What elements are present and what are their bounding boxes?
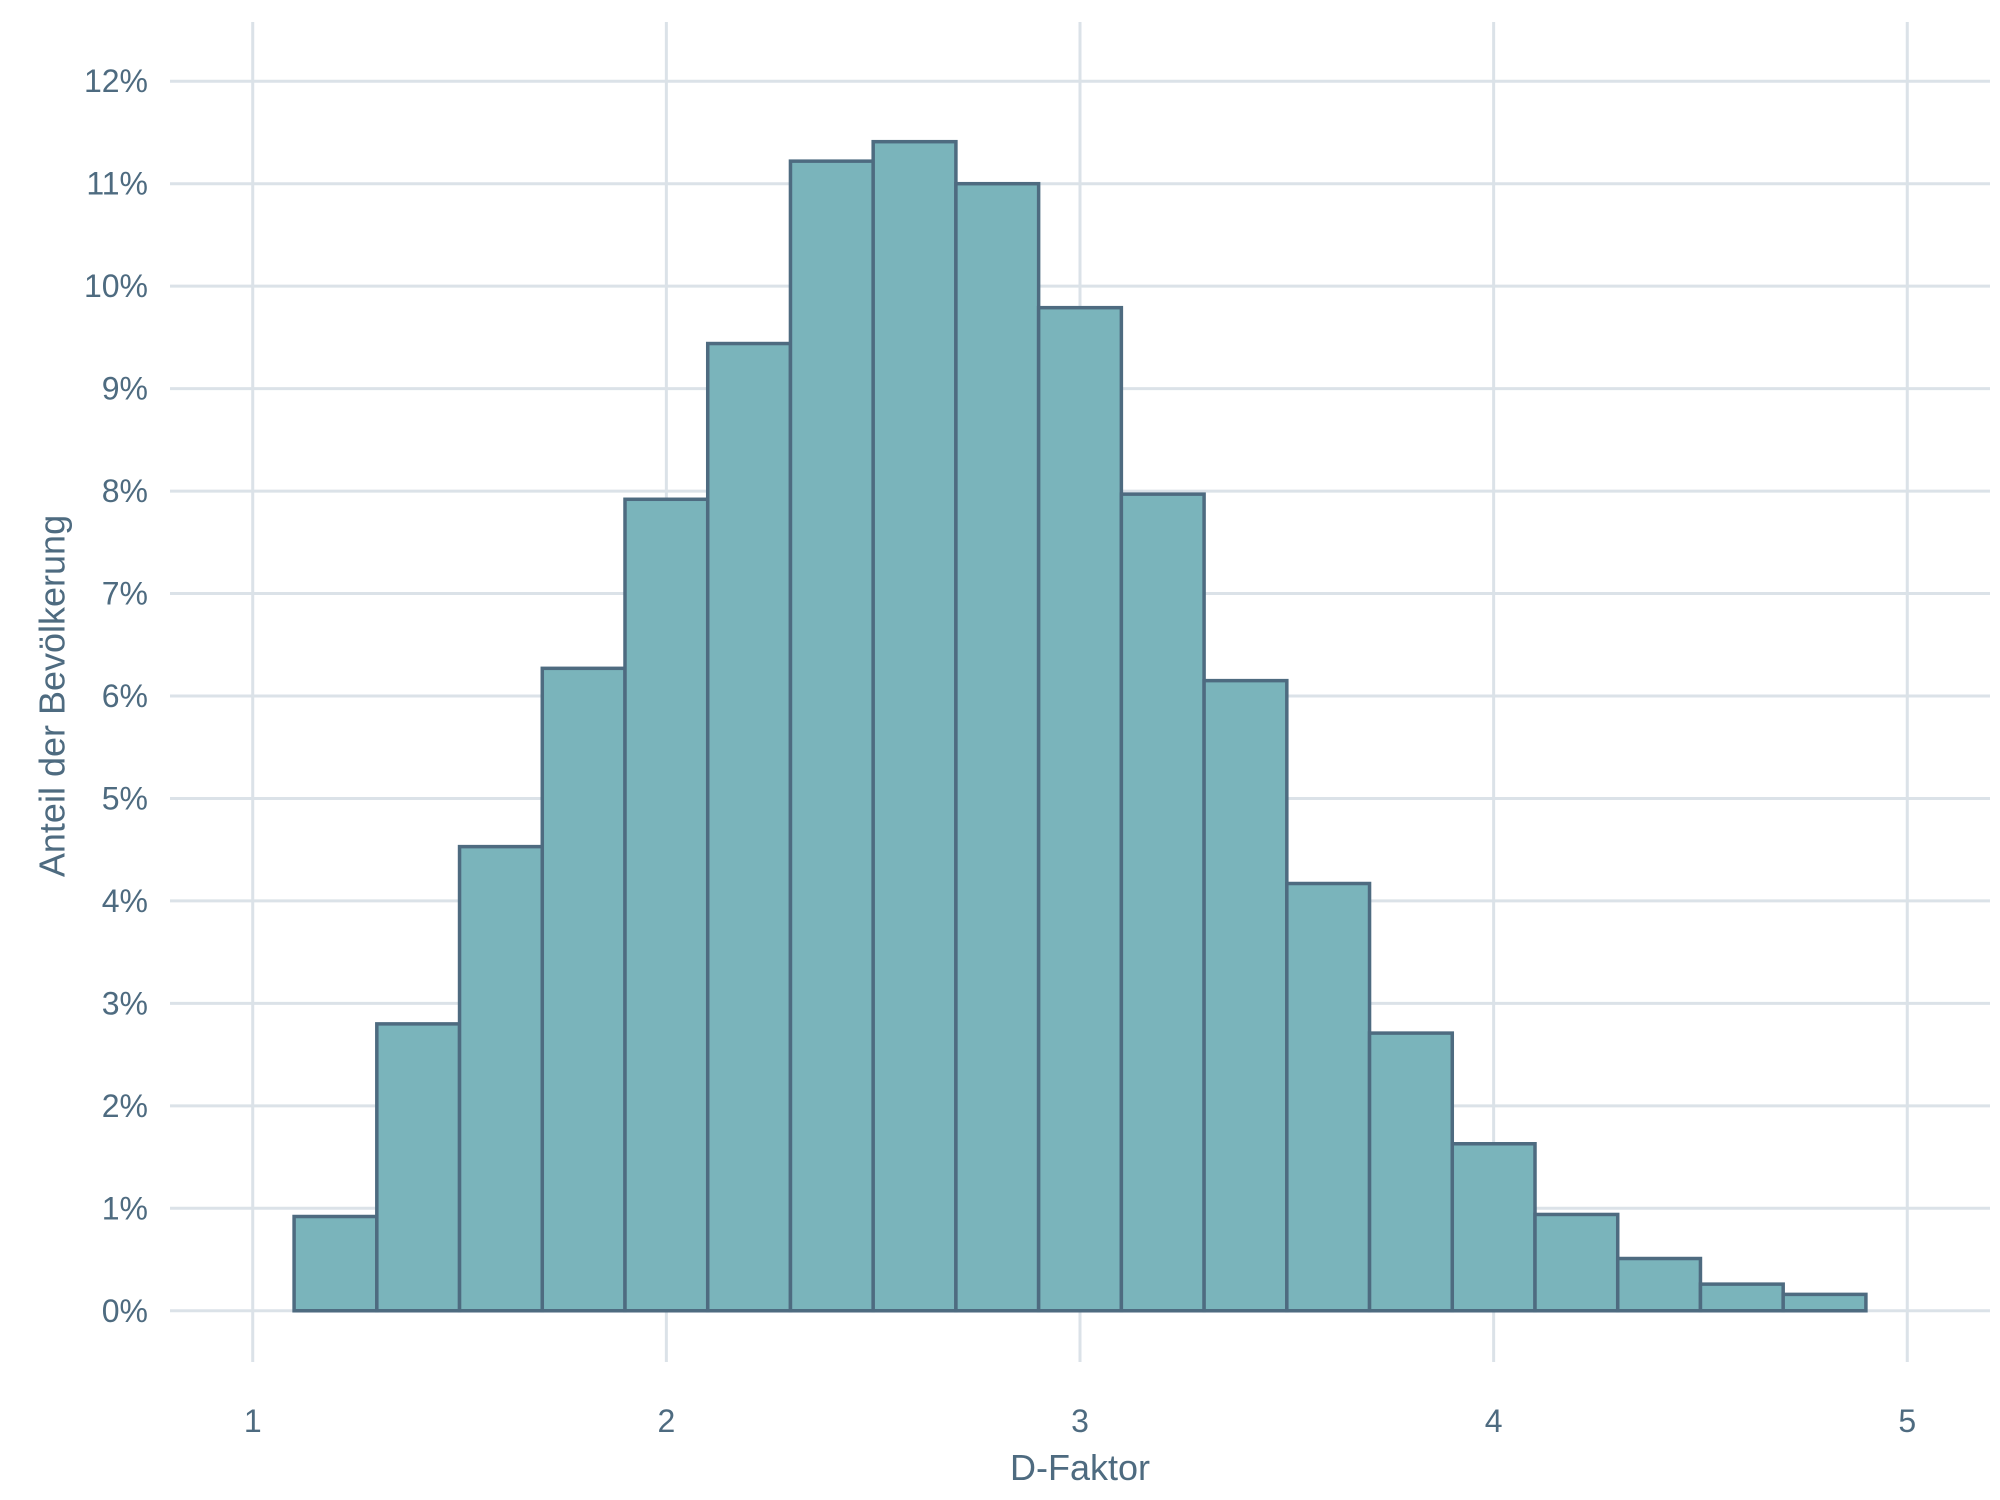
y-tick-label: 5% [102,780,148,816]
histogram-bar [1036,305,1124,1313]
y-tick-label: 8% [102,473,148,509]
x-tick-label: 4 [1485,1403,1503,1439]
histogram-bar [1533,1212,1620,1313]
histogram-bar [1285,881,1372,1313]
histogram-bar [292,1214,379,1313]
histogram-bars [292,139,1868,1313]
histogram-bar [623,497,710,1313]
x-tick-label: 1 [244,1403,262,1439]
histogram-bar [705,341,793,1313]
y-tick-label: 9% [102,371,148,407]
y-tick-label: 4% [102,883,148,919]
y-tick-label: 1% [102,1190,148,1226]
y-tick-label: 11% [86,166,148,202]
x-axis-tick-labels: 1 2 3 4 5 [244,1403,1916,1439]
y-tick-label: 6% [102,678,148,714]
y-tick-label: 0% [102,1293,148,1329]
x-tick-label: 5 [1898,1403,1916,1439]
y-tick-label: 12% [84,63,148,99]
histogram-bar [375,1022,462,1313]
y-axis-title: Anteil der Bevölkerung [32,515,73,877]
y-tick-label: 7% [102,576,148,612]
histogram-bar [1202,678,1289,1313]
y-tick-label: 10% [84,268,148,304]
histogram-bar [1698,1282,1785,1313]
histogram-bar [1367,1031,1455,1313]
histogram-bar [954,181,1041,1313]
y-tick-label: 3% [102,985,148,1021]
histogram-bar [788,159,875,1313]
x-tick-label: 2 [657,1403,675,1439]
x-axis-title: D-Faktor [1010,1447,1150,1488]
histogram-bar [1615,1256,1703,1313]
x-tick-label: 3 [1071,1403,1089,1439]
histogram-bar [1450,1142,1537,1313]
histogram-bar [457,844,545,1313]
histogram-bar [1781,1292,1868,1313]
histogram-bar [1119,492,1206,1313]
y-tick-label: 2% [102,1088,148,1124]
y-axis-tick-labels: 0% 1% 2% 3% 4% 5% 6% 7% 8% 9% 10% 11% 12% [84,63,148,1329]
histogram-bar [871,139,958,1313]
histogram-bar [540,666,627,1313]
